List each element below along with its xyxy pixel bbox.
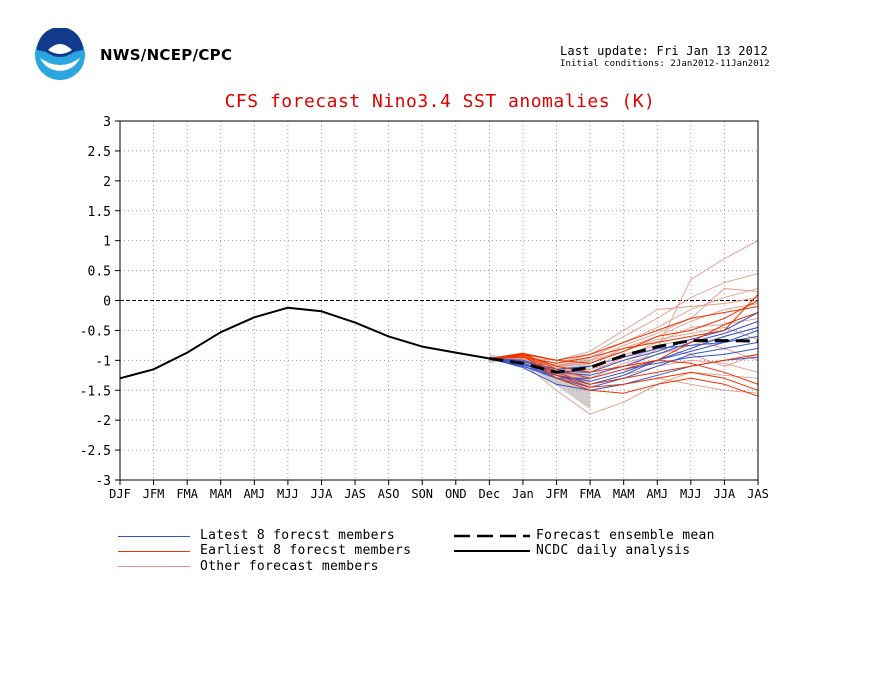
latest-member-line [489,326,759,385]
x-tick-label: JFM [546,487,568,501]
x-tick-label: JAS [344,487,366,501]
earliest-member-line [489,306,759,361]
y-tick-label: 2.5 [88,145,111,160]
x-tick-label: Dec [479,487,501,501]
x-tick-label: OND [445,487,467,501]
earliest-member-line [489,353,759,385]
x-tick-label: DJF [109,487,131,501]
legend-mean-swatch [454,534,530,538]
legend-latest-swatch [118,536,190,537]
noaa-logo [35,28,85,80]
y-tick-label: -2.5 [80,444,111,459]
initial-conditions-text: Initial conditions: 2Jan2012-11Jan2012 [560,59,770,69]
x-tick-label: JJA [714,487,736,501]
earliest-member-line [489,312,759,379]
y-tick-label: -2 [95,414,111,429]
x-tick-label: MAM [210,487,232,501]
x-tick-label: MJJ [277,487,299,501]
agency-label: NWS/NCEP/CPC [100,46,233,64]
x-tick-label: SON [411,487,433,501]
x-tick-label: JAS [747,487,769,501]
ncdc-analysis-line [119,306,490,380]
legend-latest-label: Latest 8 forecst members [200,528,396,543]
y-tick-label: -0.5 [80,324,111,339]
y-tick-label: -1.5 [80,384,111,399]
x-tick-label: AMJ [243,487,265,501]
legend-mean-label: Forecast ensemble mean [536,528,715,543]
other-member-line [489,358,759,415]
y-tick-label: 2 [103,175,111,190]
y-tick-label: 3 [103,115,111,130]
chart-title: CFS forecast Nino3.4 SST anomalies (K) [224,91,656,112]
x-tick-label: MAM [613,487,635,501]
x-tick-label: FMA [176,487,198,501]
x-tick-label: FMA [579,487,601,501]
legend-analysis-swatch [454,550,530,552]
earliest-member-line [489,294,759,364]
latest-member-line [489,312,759,373]
ensemble-mean-line [489,339,759,374]
last-update-text: Last update: Fri Jan 13 2012 [560,44,768,58]
y-tick-label: 1 [103,235,111,250]
legend-earliest-label: Earliest 8 forecst members [200,543,412,558]
legend-other-label: Other forecast members [200,559,379,574]
earliest-member-line [489,355,759,391]
legend-analysis-label: NCDC daily analysis [536,543,691,558]
x-tick-label: AMJ [646,487,668,501]
legend-earliest-swatch [118,551,190,552]
y-tick-label: -3 [95,474,111,489]
x-tick-label: Jan [512,487,534,501]
y-tick-label: 0.5 [88,265,111,280]
x-tick-label: JJA [311,487,333,501]
y-tick-label: 0 [103,295,111,310]
y-tick-label: 1.5 [88,205,111,220]
x-tick-label: JFM [143,487,165,501]
y-tick-label: -1 [95,354,111,369]
x-tick-label: ASO [378,487,400,501]
legend-other-swatch [118,566,190,567]
x-tick-label: MJJ [680,487,702,501]
plot-frame [119,120,759,481]
earliest-member-line [489,300,759,364]
earliest-member-line [489,355,759,397]
